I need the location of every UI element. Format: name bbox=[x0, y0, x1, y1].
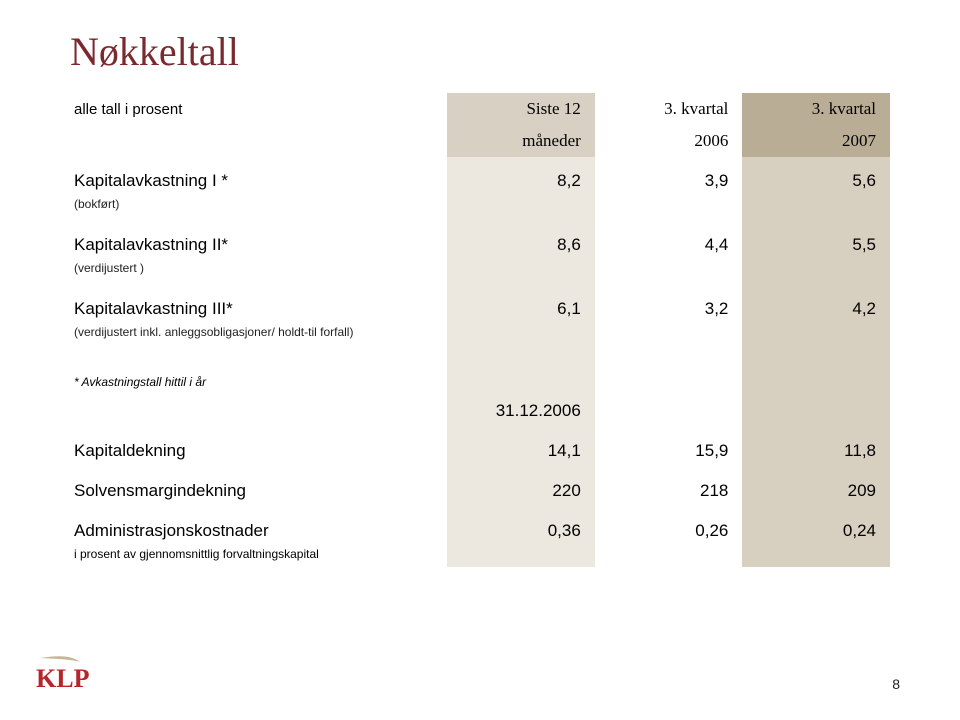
ak-label: Administrasjonskostnader bbox=[70, 507, 447, 547]
table-row: Kapitalavkastning I * 8,2 3,9 5,6 bbox=[70, 157, 890, 197]
col3-header-b: 2007 bbox=[742, 125, 890, 157]
ref-date: 31.12.2006 bbox=[447, 395, 595, 427]
k1-v1: 8,2 bbox=[447, 157, 595, 197]
k3-v1: 6,1 bbox=[447, 285, 595, 325]
k2-v2: 4,4 bbox=[595, 221, 743, 261]
col2-header-a: 3. kvartal bbox=[595, 93, 743, 125]
k2-sub: (verdijustert ) bbox=[70, 261, 447, 285]
col2-header-b: 2006 bbox=[595, 125, 743, 157]
k3-v2: 3,2 bbox=[595, 285, 743, 325]
ak-v3: 0,24 bbox=[742, 507, 890, 547]
page-title: Nøkkeltall bbox=[70, 28, 890, 75]
kd-v2: 15,9 bbox=[595, 427, 743, 467]
page-number: 8 bbox=[892, 676, 900, 692]
footnote: * Avkastningstall hittil i år bbox=[70, 349, 447, 395]
ak-v1: 0,36 bbox=[447, 507, 595, 547]
k1-sub: (bokført) bbox=[70, 197, 447, 221]
table-row: (verdijustert inkl. anleggsobligasjoner/… bbox=[70, 325, 890, 349]
kd-label: Kapitaldekning bbox=[70, 427, 447, 467]
table-row: * Avkastningstall hittil i år bbox=[70, 349, 890, 395]
ak-v2: 0,26 bbox=[595, 507, 743, 547]
table-row: Solvensmargindekning 220 218 209 bbox=[70, 467, 890, 507]
table-row: Kapitalavkastning III* 6,1 3,2 4,2 bbox=[70, 285, 890, 325]
col3-header-a: 3. kvartal bbox=[742, 93, 890, 125]
svg-text:KLP: KLP bbox=[36, 664, 90, 693]
k2-v3: 5,5 bbox=[742, 221, 890, 261]
k1-v2: 3,9 bbox=[595, 157, 743, 197]
klp-logo: KLP bbox=[34, 654, 104, 694]
k3-sub: (verdijustert inkl. anleggsobligasjoner/… bbox=[70, 325, 447, 349]
sm-label: Solvensmargindekning bbox=[70, 467, 447, 507]
kd-v1: 14,1 bbox=[447, 427, 595, 467]
ak-sub: i prosent av gjennomsnittlig forvaltning… bbox=[70, 547, 447, 567]
table-row: (bokført) bbox=[70, 197, 890, 221]
sm-v3: 209 bbox=[742, 467, 890, 507]
table-row: i prosent av gjennomsnittlig forvaltning… bbox=[70, 547, 890, 567]
table-row: Administrasjonskostnader 0,36 0,26 0,24 bbox=[70, 507, 890, 547]
table-row: (verdijustert ) bbox=[70, 261, 890, 285]
k3-label: Kapitalavkastning III* bbox=[70, 285, 447, 325]
k3-v3: 4,2 bbox=[742, 285, 890, 325]
kd-v3: 11,8 bbox=[742, 427, 890, 467]
col1-header-a: Siste 12 bbox=[447, 93, 595, 125]
k1-v3: 5,6 bbox=[742, 157, 890, 197]
col1-header-b: måneder bbox=[447, 125, 595, 157]
k2-label: Kapitalavkastning II* bbox=[70, 221, 447, 261]
table-row: Kapitalavkastning II* 8,6 4,4 5,5 bbox=[70, 221, 890, 261]
table-row: 31.12.2006 bbox=[70, 395, 890, 427]
key-figures-table: alle tall i prosent Siste 12 3. kvartal … bbox=[70, 93, 890, 567]
k1-label: Kapitalavkastning I * bbox=[70, 157, 447, 197]
sm-v2: 218 bbox=[595, 467, 743, 507]
subtitle: alle tall i prosent bbox=[70, 93, 447, 125]
table-row: Kapitaldekning 14,1 15,9 11,8 bbox=[70, 427, 890, 467]
sm-v1: 220 bbox=[447, 467, 595, 507]
k2-v1: 8,6 bbox=[447, 221, 595, 261]
